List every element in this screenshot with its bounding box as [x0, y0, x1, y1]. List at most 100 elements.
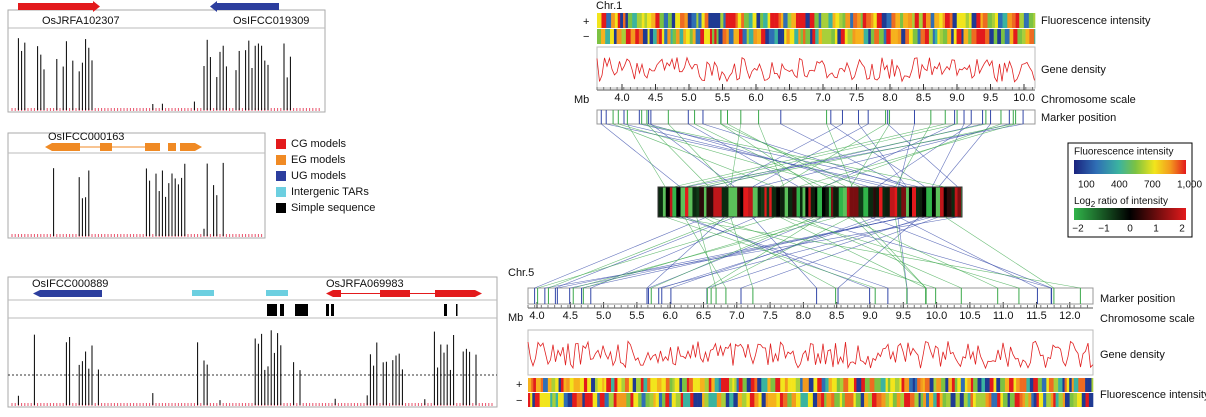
heatmap-cell — [805, 187, 809, 217]
heatmap-cell — [582, 393, 586, 407]
heatmap-cell — [602, 378, 605, 392]
heatmap-cell — [567, 393, 573, 407]
heatmap-cell — [620, 13, 624, 28]
marker-link — [569, 216, 908, 289]
heatmap-cell — [866, 13, 872, 28]
heatmap-cell — [528, 393, 531, 407]
heatmap-cell — [1053, 393, 1056, 407]
heatmap-cell — [699, 378, 705, 392]
heatmap-cell — [842, 393, 846, 407]
heatmap-cell — [770, 13, 775, 28]
heatmap-cell — [1055, 393, 1059, 407]
heatmap-cell — [750, 378, 755, 392]
heatmap-cell — [954, 187, 958, 217]
heatmap-cell — [944, 13, 951, 28]
heatmap-cell — [869, 378, 875, 392]
marker-link — [898, 216, 1038, 289]
heatmap-cell — [693, 393, 698, 407]
heatmap-cell — [754, 378, 758, 392]
heatmap-cell — [635, 393, 639, 407]
heatmap-cell — [802, 187, 806, 217]
heatmap-cell — [592, 393, 598, 407]
heatmap-cell — [868, 393, 873, 407]
scale-label: 8.0 — [882, 92, 897, 104]
heatmap-cell — [547, 378, 552, 392]
heatmap-cell — [732, 378, 735, 392]
marker-link — [931, 123, 965, 188]
heatmap-cell — [791, 378, 797, 392]
heatmap-cell — [597, 378, 603, 392]
heatmap-cell — [832, 13, 836, 28]
key-label: −2 — [1072, 224, 1084, 235]
heatmap-cell — [695, 29, 701, 44]
heatmap-cell — [1078, 378, 1084, 392]
heatmap-cell — [805, 378, 810, 392]
heatmap-cell — [994, 393, 998, 407]
heatmap-cell — [714, 378, 719, 392]
heatmap-cell — [689, 29, 694, 44]
heatmap-cell — [787, 393, 792, 407]
marker-link — [612, 123, 776, 188]
heatmap-cell — [849, 187, 854, 217]
marker-link — [823, 123, 955, 188]
heatmap-cell — [595, 378, 598, 392]
heatmap-cell — [589, 393, 593, 407]
heatmap-cell — [956, 13, 960, 28]
heatmap-cell — [807, 393, 814, 407]
heatmap-cell — [857, 29, 862, 44]
heatmap-cell — [826, 29, 832, 44]
gene-label: OsJRFA069983 — [326, 278, 404, 290]
heatmap-cell — [684, 13, 689, 28]
heatmap-cell — [950, 393, 956, 407]
heatmap-cell — [976, 29, 982, 44]
heatmap-cell — [1001, 29, 1006, 44]
heatmap-cell — [949, 13, 953, 28]
heatmap-cell — [946, 187, 952, 217]
heatmap-cell — [1013, 378, 1017, 392]
heatmap-cell — [1050, 393, 1054, 407]
heatmap-cell — [848, 378, 852, 392]
marker-link — [720, 123, 861, 188]
heatmap-cell — [1053, 378, 1059, 392]
heatmap-cell — [702, 393, 705, 407]
heatmap-cell — [753, 29, 758, 44]
heatmap-cell — [878, 378, 882, 392]
heatmap-cell — [726, 29, 730, 44]
marker-link — [707, 216, 822, 289]
heatmap-cell — [772, 393, 777, 407]
key-title-rest: ratio of intensity — [1095, 196, 1168, 207]
heatmap-cell — [667, 29, 671, 44]
heatmap-cell — [757, 378, 762, 392]
heatmap-cell — [729, 393, 734, 407]
scale-label: 9.5 — [983, 92, 998, 104]
heatmap-cell — [843, 378, 849, 392]
heatmap-cell — [891, 13, 896, 28]
heatmap-cell — [855, 393, 862, 407]
heatmap-cell — [533, 378, 537, 392]
heatmap-cell — [929, 378, 934, 392]
heatmap-cell — [636, 13, 643, 28]
heatmap-cell — [746, 393, 751, 407]
heatmap-cell — [650, 378, 655, 392]
heatmap-cell — [784, 378, 789, 392]
heatmap-cell — [680, 187, 686, 217]
heatmap-cell — [560, 378, 564, 392]
marker-link — [720, 123, 815, 188]
heatmap-cell — [718, 378, 722, 392]
scale-label: 4.5 — [563, 310, 578, 322]
heatmap-cell — [825, 187, 830, 217]
heatmap-cell — [780, 378, 786, 392]
heatmap-cell — [896, 393, 901, 407]
heatmap-cell — [697, 393, 703, 407]
heatmap-cell — [587, 378, 592, 392]
heatmap-cell — [659, 13, 665, 28]
heatmap-cell — [821, 378, 826, 392]
heatmap-cell — [641, 13, 645, 28]
heatmap-cell — [610, 378, 615, 392]
heatmap-cell — [922, 378, 926, 392]
heatmap-cell — [737, 13, 742, 28]
marker-link — [590, 216, 757, 289]
heatmap-cell — [734, 378, 737, 392]
heatmap-cell — [626, 393, 631, 407]
heatmap-cell — [764, 187, 767, 217]
